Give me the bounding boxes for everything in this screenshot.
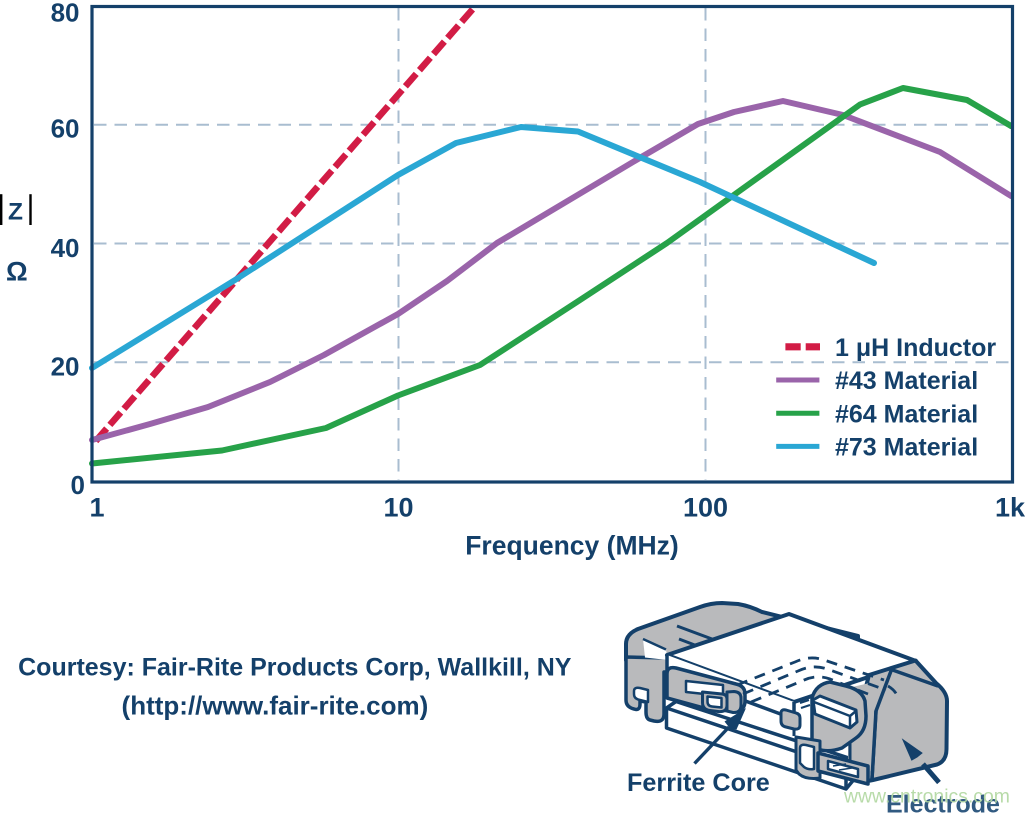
svg-text:1k: 1k [995, 492, 1026, 522]
svg-text:100: 100 [683, 492, 728, 522]
svg-text:Courtesy: Fair-Rite Products C: Courtesy: Fair-Rite Products Corp, Wallk… [18, 653, 572, 681]
svg-text:40: 40 [51, 233, 80, 263]
svg-text:1 μH Inductor: 1 μH Inductor [835, 334, 996, 362]
svg-text:www.cntronics.com: www.cntronics.com [843, 786, 1010, 808]
svg-text:#43 Material: #43 Material [835, 367, 978, 395]
svg-text:10: 10 [383, 492, 413, 522]
svg-text:0: 0 [71, 470, 85, 500]
svg-text:20: 20 [51, 352, 80, 382]
svg-text:(http://www.fair-rite.com): (http://www.fair-rite.com) [122, 691, 429, 721]
svg-text:60: 60 [51, 114, 80, 144]
svg-text:#73 Material: #73 Material [835, 434, 978, 462]
svg-text:#64 Material: #64 Material [835, 400, 978, 428]
svg-text:80: 80 [51, 0, 80, 27]
svg-text:Ω: Ω [6, 256, 28, 286]
svg-text:1: 1 [89, 492, 104, 522]
svg-text:Ferrite Core: Ferrite Core [627, 769, 770, 797]
svg-text:Z: Z [8, 198, 23, 225]
svg-text:Frequency (MHz): Frequency (MHz) [465, 531, 679, 561]
